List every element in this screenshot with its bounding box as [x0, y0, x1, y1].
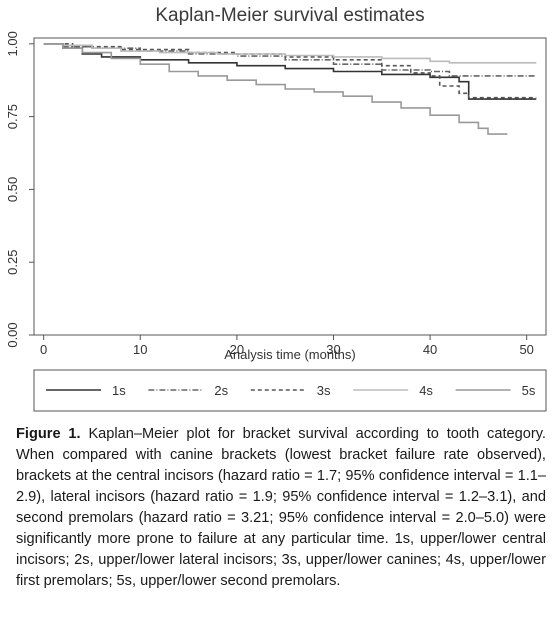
plot-area — [33, 37, 547, 336]
figure-number: Figure 1. — [16, 426, 81, 442]
x-tick-label: 20 — [230, 342, 244, 357]
series-line-5s — [43, 43, 508, 135]
y-tick-label: 0.50 — [5, 177, 20, 202]
x-tick-label: 0 — [40, 342, 47, 357]
series-lines — [43, 43, 537, 135]
legend-label-3s: 3s — [317, 383, 331, 398]
y-tick-label: 1.00 — [5, 31, 20, 56]
figure-caption: Figure 1. Kaplan–Meier plot for bracket … — [16, 424, 546, 592]
series-line-3s — [43, 43, 537, 99]
legend-label-2s: 2s — [214, 383, 228, 398]
x-tick-label: 40 — [423, 342, 437, 357]
y-tick-label: 0.75 — [5, 104, 20, 129]
x-tick-label: 50 — [519, 342, 533, 357]
legend-label-1s: 1s — [112, 383, 126, 398]
y-tick-label: 0.25 — [5, 250, 20, 275]
x-tick-label: 30 — [326, 342, 340, 357]
x-axis-label: Analysis time (months) — [224, 347, 355, 362]
series-line-1s — [43, 43, 537, 100]
axes: 0 10 20 30 40 50 0.00 0.25 0.50 0.75 1.00 — [5, 31, 534, 357]
y-tick-label: 0.00 — [5, 322, 20, 347]
legend: 1s 2s 3s 4s 5s — [46, 383, 536, 398]
x-tick-label: 10 — [133, 342, 147, 357]
series-line-4s — [43, 43, 537, 64]
caption-text: Kaplan–Meier plot for bracket survival a… — [16, 426, 546, 589]
legend-label-4s: 4s — [419, 383, 433, 398]
legend-box — [33, 369, 547, 412]
legend-label-5s: 5s — [522, 383, 536, 398]
chart-title: Kaplan-Meier survival estimates — [155, 5, 424, 26]
